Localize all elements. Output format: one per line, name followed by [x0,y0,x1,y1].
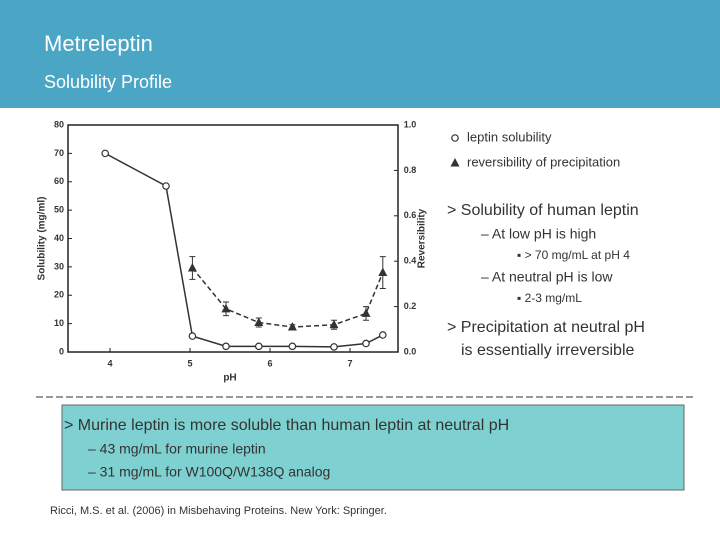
data-point [361,308,371,317]
bullet-text: ▪ 2-3 mg/mL [517,291,582,305]
legend-label: reversibility of precipitation [467,154,620,169]
slide-subtitle: Solubility Profile [44,72,172,92]
callout-box [61,404,685,491]
data-point [187,263,197,272]
bullet-text: – At low pH is high [481,226,596,242]
y2-tick-label: 1.0 [404,119,417,129]
slide-title: Metreleptin [44,31,153,56]
y2-axis-label: Reversibility [417,208,428,268]
y2-tick-label: 0.4 [404,256,417,266]
y-tick-label: 60 [54,176,64,186]
y-axis-label: Solubility (mg/ml) [37,197,48,281]
data-point [221,303,231,313]
data-point [222,342,230,351]
x-tick-label: 4 [107,358,112,368]
data-point [254,317,264,326]
header-band [0,0,720,108]
data-point [362,339,370,348]
data-point [378,267,388,277]
data-point [330,343,338,351]
citation: Ricci, M.S. et al. (2006) in Misbehaving… [50,505,387,517]
bullet-text: > Precipitation at neutral pH [447,319,645,336]
x-tick-label: 6 [267,358,272,368]
y-tick-label: 20 [54,290,64,300]
legend-label: leptin solubility [467,129,552,144]
y-tick-label: 10 [54,318,64,328]
data-point [101,149,110,158]
x-tick-label: 5 [187,358,192,368]
bullet-text: > Solubility of human leptin [447,202,639,219]
data-point [287,322,297,331]
data-point [378,331,387,339]
y-tick-label: 0 [59,346,64,356]
y2-tick-label: 0.0 [404,346,417,356]
y-tick-label: 50 [54,205,64,215]
box-text: > Murine leptin is more soluble than hum… [64,417,509,434]
x-axis-label: pH [223,373,236,384]
data-point [162,182,170,190]
y-tick-label: 30 [54,261,64,271]
y2-tick-label: 0.8 [404,165,417,175]
x-tick-label: 7 [347,358,352,368]
legend-symbol [450,158,460,167]
data-point [188,332,197,340]
box-text: – 31 mg/mL for W100Q/W138Q analog [88,464,330,480]
data-point [329,319,339,329]
bullet-text: ▪ > 70 mg/mL at pH 4 [517,248,630,262]
legend-symbol [451,134,459,142]
data-point [288,342,297,351]
y2-tick-label: 0.2 [404,301,417,311]
data-point [254,342,263,351]
y-tick-label: 80 [54,119,64,129]
box-text: – 43 mg/mL for murine leptin [88,441,266,457]
y-tick-label: 40 [54,233,64,243]
bullet-text: is essentially irreversible [461,342,634,359]
y2-tick-label: 0.6 [404,210,417,220]
y-tick-label: 70 [54,148,64,158]
bullet-text: – At neutral pH is low [481,269,613,285]
